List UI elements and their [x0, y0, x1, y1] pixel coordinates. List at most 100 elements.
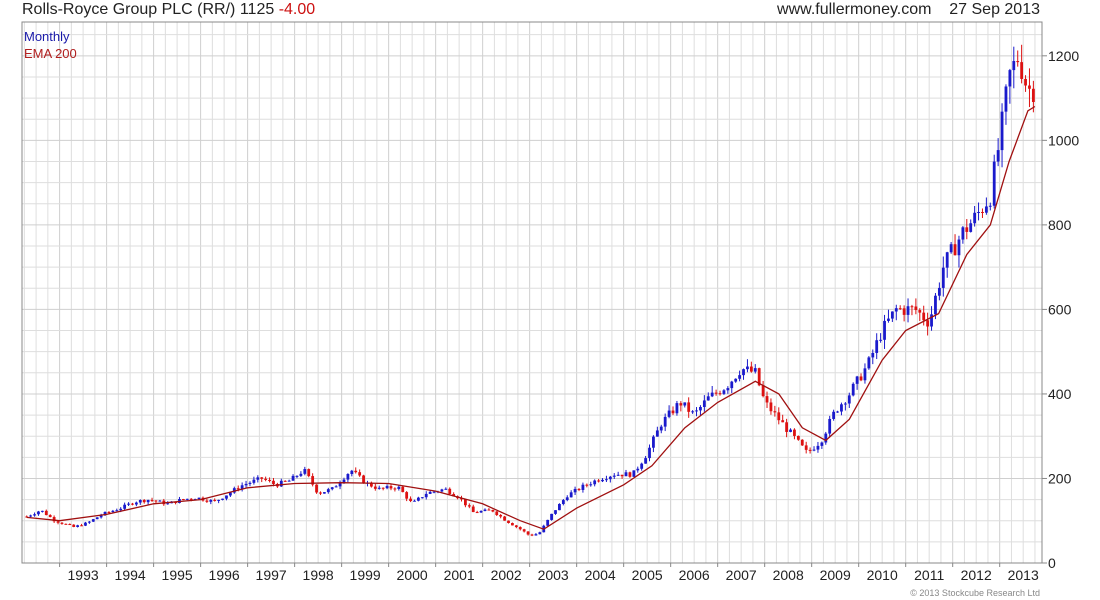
candle-body: [467, 505, 471, 507]
candle-body: [624, 472, 628, 477]
candle-body: [887, 318, 890, 321]
candle-body: [847, 395, 851, 404]
candle-body: [890, 311, 894, 319]
axes: 0 200 400 600 800 1000 1200 1993 1994 1995 1996 199…: [21, 21, 1079, 583]
candle-body: [632, 470, 636, 477]
candle-body: [444, 488, 448, 490]
candle-body: [60, 522, 64, 524]
candle-body: [119, 508, 123, 511]
candle-body: [185, 498, 189, 500]
x-tick-label: 2009: [820, 567, 851, 583]
candle-body: [945, 252, 949, 268]
candle-body: [785, 422, 789, 432]
x-tick-label: 2012: [961, 567, 992, 583]
candle-body: [354, 470, 358, 473]
legend-ema: EMA 200: [24, 46, 77, 61]
candle-body: [319, 492, 322, 494]
candle-body: [612, 475, 616, 477]
candle-body: [538, 532, 542, 535]
candle-body: [652, 436, 655, 448]
candle-body: [620, 474, 624, 477]
candle-body: [984, 206, 988, 213]
candle-body: [244, 483, 248, 486]
candle-body: [295, 475, 299, 477]
candle-body: [315, 484, 318, 493]
candle-body: [311, 476, 315, 485]
candle-body: [342, 479, 346, 483]
candle-body: [969, 223, 973, 232]
candle-body: [812, 449, 816, 451]
candle-body: [252, 479, 256, 483]
candle-body: [385, 486, 389, 489]
candle-body: [350, 470, 354, 475]
candle-body: [914, 306, 918, 311]
candle-body: [926, 320, 930, 327]
candle-body: [804, 445, 808, 450]
x-tick-label: 2001: [444, 567, 475, 583]
candle-body: [503, 516, 506, 521]
candle-body: [761, 385, 765, 397]
candle-body: [158, 500, 162, 502]
candle-body: [491, 509, 495, 512]
candle-body: [824, 433, 828, 443]
candle-body: [601, 479, 604, 482]
chart-title: Rolls-Royce Group PLC (RR/) 1125 -4.00: [22, 1, 315, 19]
candle-body: [655, 430, 659, 437]
candle-body: [256, 477, 260, 480]
candle-body: [534, 534, 538, 536]
candle-body: [322, 492, 326, 494]
candle-body: [303, 469, 307, 474]
ema-line: [26, 105, 1036, 530]
candle-body: [718, 393, 722, 395]
candle-body: [879, 339, 883, 341]
candle-body: [1031, 88, 1035, 103]
x-tick-label: 2007: [726, 567, 757, 583]
candle-body: [683, 402, 687, 406]
candle-body: [843, 403, 847, 405]
candle-body: [522, 529, 526, 532]
candle-body: [581, 484, 585, 490]
candle-body: [871, 352, 875, 358]
candle-body: [401, 486, 405, 493]
candle-body: [996, 150, 1000, 162]
candle-body: [291, 475, 295, 481]
site-link[interactable]: www.fullermoney.com: [777, 1, 932, 18]
candle-body: [370, 482, 373, 487]
candle-body: [381, 487, 385, 489]
candle-body: [111, 510, 115, 513]
plot-frame: [21, 21, 1043, 564]
y-tick-label: 200: [1048, 470, 1072, 486]
candle-body: [1008, 70, 1012, 87]
candle-body: [569, 492, 573, 498]
candle-body: [358, 472, 362, 476]
candle-body: [52, 517, 56, 522]
candle-body: [577, 488, 581, 490]
candle-body: [413, 500, 416, 502]
candle-body: [362, 475, 365, 484]
candle-body: [326, 489, 330, 493]
candle-body: [84, 522, 87, 526]
candle-body: [1028, 85, 1031, 89]
candle-body: [1000, 111, 1004, 151]
candle-body: [33, 514, 36, 516]
candle-body: [205, 500, 209, 502]
candle-body: [146, 499, 150, 503]
candle-body: [334, 486, 338, 488]
candle-body: [773, 411, 777, 413]
candle-body: [820, 442, 824, 446]
candle-body: [479, 510, 483, 513]
candle-body: [734, 378, 738, 382]
candle-body: [561, 500, 565, 504]
candle-body: [377, 487, 381, 489]
candle-body: [902, 308, 906, 315]
candle-body: [197, 497, 201, 500]
candle-body: [25, 516, 29, 518]
candle-body: [894, 308, 898, 312]
candle-body: [507, 520, 510, 524]
candle-body: [471, 506, 475, 513]
x-tick-label: 2010: [867, 567, 898, 583]
candle-body: [589, 484, 593, 486]
candle-body: [863, 368, 867, 381]
candle-body: [965, 227, 969, 232]
